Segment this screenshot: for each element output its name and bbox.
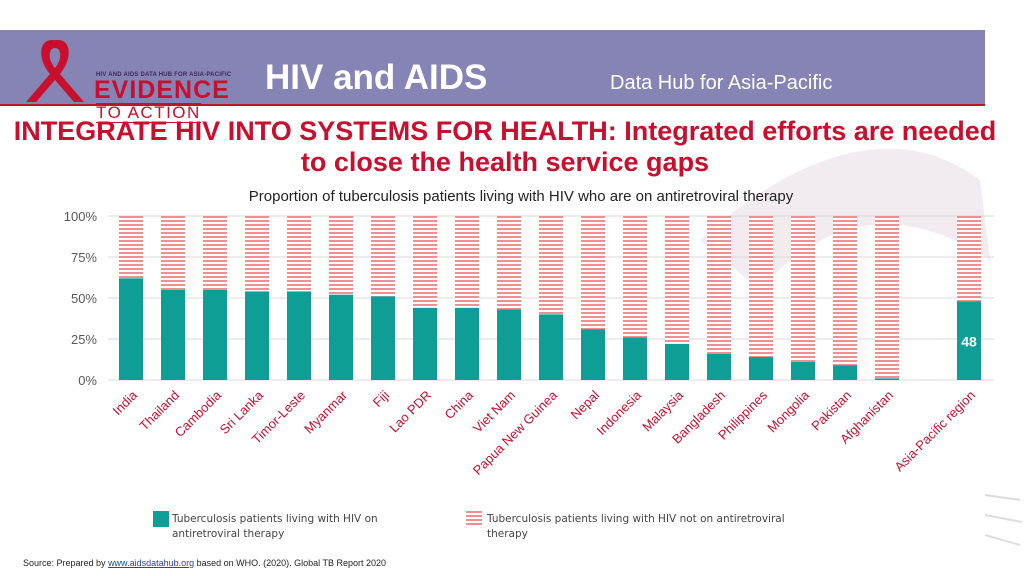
bar-on-art — [623, 337, 647, 380]
bar-on-art — [957, 301, 981, 380]
bar-not-on-art — [539, 216, 563, 315]
bar-on-art — [791, 361, 815, 380]
bar-not-on-art — [455, 216, 479, 308]
source-note: Source: Prepared by www.aidsdatahub.org … — [23, 558, 386, 568]
bar-not-on-art — [749, 216, 773, 358]
bar-on-art — [539, 314, 563, 380]
bar-on-art — [581, 329, 605, 380]
x-tick-label: Asia-Pacific region — [891, 388, 978, 475]
bar-on-art — [119, 278, 143, 380]
legend-swatch-not-on-art — [466, 511, 482, 527]
y-tick-label: 50% — [71, 291, 97, 306]
chart-title: Proportion of tuberculosis patients livi… — [248, 188, 794, 205]
y-tick-label: 0% — [78, 373, 97, 388]
bar-on-art — [413, 307, 437, 380]
app-title: HIV and AIDS — [265, 58, 488, 97]
bar-on-art — [749, 357, 773, 380]
legend-label-on-art: Tuberculosis patients living with HIV on… — [172, 513, 378, 540]
source-suffix: based on WHO. (2020). Global TB Report 2… — [194, 558, 387, 568]
x-tick-label: Cambodia — [172, 387, 225, 440]
x-tick-label: Mongolia — [764, 387, 812, 435]
bar-on-art — [833, 365, 857, 380]
bar-not-on-art — [287, 216, 311, 292]
bar-on-art — [245, 291, 269, 380]
bar-on-art — [203, 289, 227, 380]
logo-small-text: HIV AND AIDS DATA HUB FOR ASIA-PACIFIC — [96, 72, 232, 78]
red-ribbon-icon — [26, 40, 84, 102]
legend-swatch-on-art — [153, 511, 169, 527]
bar-not-on-art — [497, 216, 521, 310]
app-subtitle: Data Hub for Asia-Pacific — [610, 72, 833, 94]
bar-on-art — [455, 307, 479, 380]
bar-on-art — [287, 291, 311, 380]
header-divider — [0, 104, 985, 106]
x-tick-label: Fiji — [370, 387, 392, 409]
bar-not-on-art — [413, 216, 437, 308]
x-tick-label: Lao PDR — [386, 388, 434, 436]
page-headline: INTEGRATE HIV INTO SYSTEMS FOR HEALTH: I… — [13, 116, 997, 177]
bar-on-art — [665, 343, 689, 380]
bar-on-art — [371, 296, 395, 380]
bar-not-on-art — [329, 216, 353, 295]
x-tick-label: Indonesia — [594, 387, 645, 438]
bar-not-on-art — [203, 216, 227, 290]
bar-not-on-art — [665, 216, 689, 344]
bar-not-on-art — [623, 216, 647, 338]
logo-evidence-text: EVIDENCE — [94, 76, 230, 104]
bar-not-on-art — [875, 216, 899, 379]
bar-not-on-art — [161, 216, 185, 290]
y-tick-label: 75% — [71, 250, 97, 265]
bar-not-on-art — [581, 216, 605, 330]
bar-not-on-art — [957, 216, 981, 302]
bar-not-on-art — [833, 216, 857, 366]
bar-not-on-art — [707, 216, 731, 354]
source-link[interactable]: www.aidsdatahub.org — [108, 558, 195, 568]
header-band — [0, 30, 985, 104]
evidence-to-action-logo: HIV AND AIDS DATA HUB FOR ASIA-PACIFIC E… — [0, 30, 250, 123]
bar-on-art — [707, 353, 731, 380]
bar-on-art — [161, 289, 185, 380]
x-tick-label: China — [441, 387, 476, 422]
x-tick-label: India — [110, 387, 141, 418]
bar-on-art — [497, 309, 521, 380]
bar-on-art — [329, 294, 353, 380]
source-prefix: Source: Prepared by — [23, 558, 109, 568]
bar-on-art — [875, 378, 899, 380]
x-tick-label: Myanmar — [301, 387, 350, 436]
bar-not-on-art — [119, 216, 143, 279]
bar-not-on-art — [371, 216, 395, 297]
bar-not-on-art — [791, 216, 815, 362]
y-tick-label: 25% — [71, 332, 97, 347]
y-tick-label: 100% — [64, 209, 98, 224]
logo-to-action-text: TO ACTION — [96, 103, 201, 123]
stacked-bar-chart: 0%25%50%75%100% IndiaThailandCambodiaSri… — [64, 209, 994, 478]
data-label: 48 — [961, 334, 977, 350]
legend-label-not-on-art: Tuberculosis patients living with HIV no… — [487, 513, 785, 540]
x-tick-label: Nepal — [567, 387, 602, 422]
bar-not-on-art — [245, 216, 269, 292]
